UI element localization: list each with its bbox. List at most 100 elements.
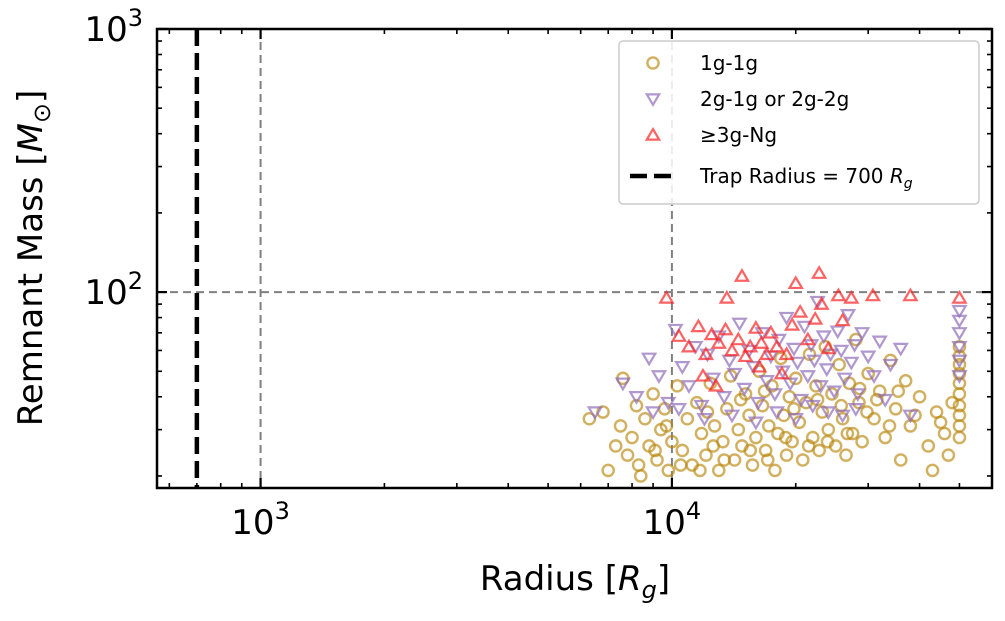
data-point — [834, 312, 851, 327]
data-point — [742, 338, 759, 353]
data-point — [941, 448, 956, 462]
data-point — [628, 391, 645, 405]
data-point — [742, 408, 756, 423]
data-point — [778, 311, 795, 326]
data-point — [945, 395, 959, 410]
data-point — [799, 331, 816, 346]
data-point — [902, 409, 919, 424]
data-point — [648, 443, 662, 458]
data-point — [730, 331, 747, 346]
data-point — [751, 358, 768, 373]
data-point — [853, 327, 871, 341]
legend-marker — [646, 56, 660, 70]
data-point — [921, 439, 936, 453]
legend-label: ≥3g-Ng — [700, 123, 777, 147]
data-point — [925, 463, 940, 478]
data-point — [629, 398, 644, 413]
data-point — [707, 419, 722, 433]
data-point — [659, 419, 674, 433]
data-point — [601, 463, 616, 478]
data-point — [760, 453, 775, 467]
data-point — [809, 295, 826, 310]
data-point — [826, 385, 843, 400]
data-point — [849, 388, 866, 403]
x-tick-label: 104 — [643, 497, 702, 543]
data-point — [749, 396, 767, 411]
data-point — [801, 439, 816, 453]
y-tick-label: 102 — [84, 267, 143, 313]
data-point — [731, 317, 748, 332]
data-point — [807, 310, 824, 325]
data-point — [861, 366, 875, 381]
plot-frame — [155, 27, 994, 490]
data-point — [902, 287, 919, 302]
data-point — [784, 316, 801, 331]
data-point — [830, 287, 847, 302]
data-point — [707, 377, 725, 392]
data-point — [792, 393, 810, 408]
data-point — [723, 409, 741, 424]
legend-label: 1g-1g — [700, 51, 758, 75]
data-point — [650, 453, 664, 467]
series-0 — [582, 332, 967, 483]
data-point — [882, 358, 899, 373]
data-point — [893, 453, 908, 467]
data-point — [670, 379, 684, 393]
data-point — [792, 303, 809, 318]
data-point — [731, 422, 746, 437]
legend-label: Trap Radius = 700 Rg — [699, 164, 913, 192]
data-point — [693, 399, 710, 414]
data-point — [716, 391, 733, 405]
data-point — [693, 463, 707, 478]
data-point — [620, 448, 635, 462]
data-point — [766, 388, 784, 403]
legend-marker — [644, 126, 662, 141]
data-point — [833, 344, 850, 359]
data-point — [820, 340, 837, 355]
data-point — [812, 380, 829, 394]
data-point — [951, 304, 968, 319]
data-point — [661, 463, 676, 478]
legend-label: 2g-1g or 2g-2g — [700, 87, 849, 111]
data-point — [694, 367, 712, 382]
data-point — [785, 342, 803, 357]
data-point — [855, 434, 869, 449]
data-point — [820, 406, 837, 421]
legend-marker — [644, 93, 662, 108]
data-point — [770, 333, 788, 348]
data-point — [843, 289, 860, 304]
data-point — [892, 342, 909, 357]
data-point — [745, 458, 760, 472]
legend: 1g-1g 2g-1g or 2g-2g ≥3g-Ng Trap Radius = 7… — [618, 40, 980, 205]
data-point — [933, 415, 948, 430]
data-point — [613, 419, 628, 433]
data-point — [822, 348, 839, 363]
data-point — [778, 346, 795, 361]
data-point — [787, 275, 804, 290]
data-point — [836, 372, 853, 387]
data-point — [951, 370, 968, 384]
data-point — [670, 328, 688, 342]
data-point — [726, 367, 743, 382]
data-point — [829, 325, 846, 340]
data-point — [608, 439, 623, 453]
data-point — [680, 338, 698, 353]
data-point — [839, 448, 853, 462]
data-point — [779, 448, 794, 462]
data-point — [813, 296, 830, 310]
data-point — [673, 458, 688, 472]
x-tick-label: 103 — [231, 497, 290, 543]
data-point — [703, 326, 720, 341]
data-point — [952, 376, 967, 391]
data-point — [644, 406, 662, 421]
data-point — [699, 448, 713, 462]
data-point — [733, 392, 748, 407]
data-point — [818, 363, 835, 378]
data-point — [846, 339, 863, 353]
data-point — [839, 309, 857, 323]
data-point — [878, 430, 893, 445]
data-point — [891, 384, 906, 398]
data-point — [825, 387, 839, 401]
data-point — [710, 335, 727, 349]
